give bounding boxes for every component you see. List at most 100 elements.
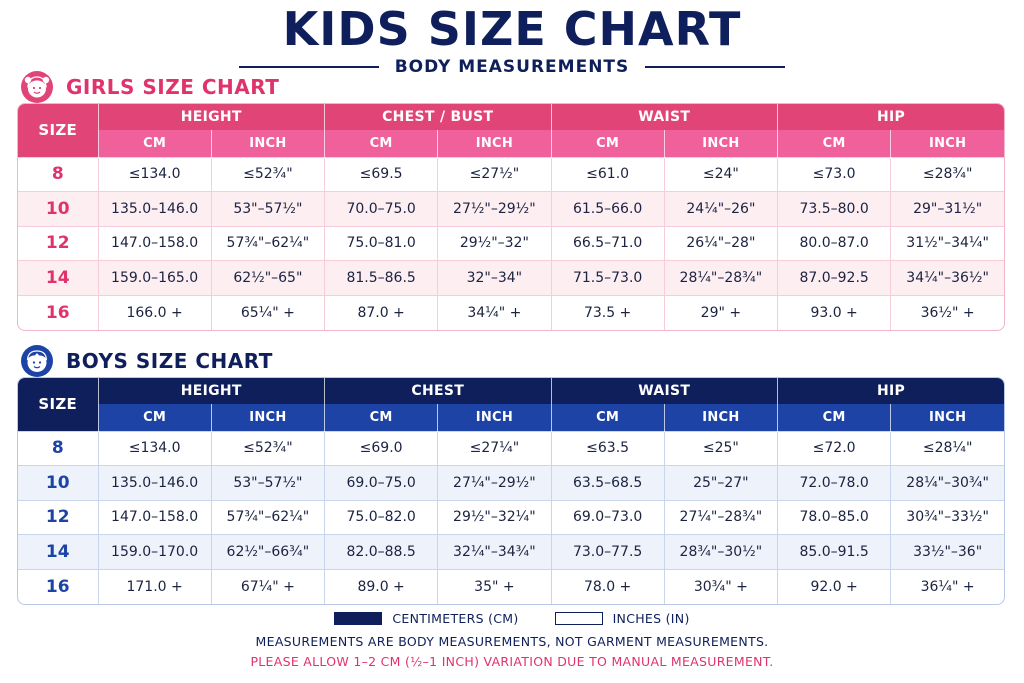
table-cell: ≤52¾" xyxy=(210,430,325,466)
table-cell: 53"–57½" xyxy=(210,465,325,501)
size-cell: 14 xyxy=(18,260,98,296)
waist-header: WAIST xyxy=(550,104,778,130)
table-cell: 29"–31½" xyxy=(890,191,1004,227)
divider-right xyxy=(645,66,786,68)
table-cell: 61.5–66.0 xyxy=(550,191,665,227)
inch-legend-label: INCHES (IN) xyxy=(612,610,690,626)
table-cell: 29" + xyxy=(663,294,778,330)
table-cell: ≤27½" xyxy=(437,156,551,192)
table-cell: 53"–57½" xyxy=(210,191,325,227)
table-cell: 29½"–32¼" xyxy=(437,499,551,535)
subtitle-row: BODY MEASUREMENTS xyxy=(0,56,1024,78)
table-row: 14 159.0–165.0 62½"–65" 81.5–86.5 32"–34… xyxy=(18,260,1004,296)
table-cell: 78.0 + xyxy=(550,568,665,604)
table-cell: 66.5–71.0 xyxy=(550,225,665,261)
table-row: 14 159.0–170.0 62½"–66¾" 82.0–88.5 32¼"–… xyxy=(18,534,1004,570)
table-cell: ≤69.5 xyxy=(323,156,438,192)
table-cell: 75.0–81.0 xyxy=(323,225,438,261)
table-cell: 78.0–85.0 xyxy=(776,499,891,535)
table-cell: 32¼"–34¾" xyxy=(437,534,551,570)
table-row: 16 166.0 + 65¼" + 87.0 + 34¼" + 73.5 + 2… xyxy=(18,294,1004,330)
table-cell: 81.5–86.5 xyxy=(323,260,438,296)
table-cell: 34¼" + xyxy=(437,294,551,330)
table-cell: 24¼"–26" xyxy=(663,191,778,227)
girls-section-header: GIRLS SIZE CHART xyxy=(20,70,279,104)
girls-section-title: GIRLS SIZE CHART xyxy=(66,75,280,99)
height-header: HEIGHT xyxy=(97,378,325,404)
table-row: 10 135.0–146.0 53"–57½" 69.0–75.0 27¼"–2… xyxy=(18,465,1004,501)
unit-header: CM xyxy=(550,404,665,431)
table-cell: 33½"–36" xyxy=(890,534,1004,570)
variation-note: PLEASE ALLOW 1–2 CM (½–1 INCH) VARIATION… xyxy=(250,654,774,669)
table-cell: 26¼"–28" xyxy=(663,225,778,261)
table-cell: ≤25" xyxy=(663,430,778,466)
table-cell: 73.5 + xyxy=(550,294,665,330)
table-cell: 27½"–29½" xyxy=(437,191,551,227)
table-cell: 30¾" + xyxy=(663,568,778,604)
table-row: 16 171.0 + 67¼" + 89.0 + 35" + 78.0 + 30… xyxy=(18,568,1004,604)
table-cell: 57¾"–62¼" xyxy=(210,499,325,535)
table-cell: 87.0–92.5 xyxy=(776,260,891,296)
table-cell: 87.0 + xyxy=(323,294,438,330)
unit-header: CM xyxy=(323,404,438,431)
size-header: SIZE xyxy=(18,378,98,431)
table-cell: 159.0–165.0 xyxy=(97,260,212,296)
table-row: 8 ≤134.0 ≤52¾" ≤69.0 ≤27¼" ≤63.5 ≤25" ≤7… xyxy=(18,430,1004,466)
unit-header: INCH xyxy=(210,404,325,431)
unit-header: INCH xyxy=(437,404,551,431)
table-cell: ≤134.0 xyxy=(97,156,212,192)
hip-header: HIP xyxy=(777,104,1004,130)
table-cell: 57¾"–62¼" xyxy=(210,225,325,261)
inch-swatch xyxy=(554,611,603,625)
size-header: SIZE xyxy=(18,104,98,157)
unit-header: INCH xyxy=(663,404,778,431)
page-subtitle: BODY MEASUREMENTS xyxy=(394,57,630,77)
table-cell: 63.5–68.5 xyxy=(550,465,665,501)
unit-header: CM xyxy=(97,404,212,431)
unit-header: CM xyxy=(776,130,891,157)
size-cell: 12 xyxy=(18,499,98,535)
unit-header: CM xyxy=(97,130,212,157)
height-header: HEIGHT xyxy=(97,104,325,130)
table-cell: 93.0 + xyxy=(776,294,891,330)
table-cell: ≤28¼" xyxy=(890,430,1004,466)
table-cell: 159.0–170.0 xyxy=(97,534,212,570)
boy-face-icon xyxy=(20,344,54,378)
table-cell: 135.0–146.0 xyxy=(97,465,212,501)
table-cell: 25"–27" xyxy=(663,465,778,501)
table-cell: 36½" + xyxy=(890,294,1004,330)
table-cell: 67¼" + xyxy=(210,568,325,604)
chest-header: CHEST xyxy=(324,378,551,404)
table-cell: 80.0–87.0 xyxy=(776,225,891,261)
table-row: 12 147.0–158.0 57¾"–62¼" 75.0–82.0 29½"–… xyxy=(18,499,1004,535)
table-row: 8 ≤134.0 ≤52¾" ≤69.5 ≤27½" ≤61.0 ≤24" ≤7… xyxy=(18,156,1004,192)
waist-header: WAIST xyxy=(550,378,778,404)
legend: CENTIMETERS (CM) INCHES (IN) xyxy=(0,609,1024,627)
size-cell: 16 xyxy=(18,294,98,330)
unit-header: CM xyxy=(776,404,891,431)
table-cell: 62½"–66¾" xyxy=(210,534,325,570)
table-row: 10 135.0–146.0 53"–57½" 70.0–75.0 27½"–2… xyxy=(18,191,1004,227)
table-cell: 32"–34" xyxy=(437,260,551,296)
table-cell: 75.0–82.0 xyxy=(323,499,438,535)
table-cell: 28¾"–30½" xyxy=(663,534,778,570)
size-cell: 10 xyxy=(18,191,98,227)
table-cell: 147.0–158.0 xyxy=(97,225,212,261)
table-cell: 72.0–78.0 xyxy=(776,465,891,501)
size-cell: 12 xyxy=(18,225,98,261)
table-cell: 35" + xyxy=(437,568,551,604)
table-cell: ≤61.0 xyxy=(550,156,665,192)
unit-header: INCH xyxy=(663,130,778,157)
unit-header: INCH xyxy=(210,130,325,157)
unit-header: INCH xyxy=(890,130,1004,157)
table-cell: ≤27¼" xyxy=(437,430,551,466)
table-cell: ≤24" xyxy=(663,156,778,192)
size-cell: 14 xyxy=(18,534,98,570)
table-cell: ≤28¾" xyxy=(890,156,1004,192)
table-cell: 62½"–65" xyxy=(210,260,325,296)
measurement-note: MEASUREMENTS ARE BODY MEASUREMENTS, NOT … xyxy=(255,634,769,649)
table-cell: ≤134.0 xyxy=(97,430,212,466)
table-cell: ≤52¾" xyxy=(210,156,325,192)
table-cell: ≤72.0 xyxy=(776,430,891,466)
table-cell: 171.0 + xyxy=(97,568,212,604)
